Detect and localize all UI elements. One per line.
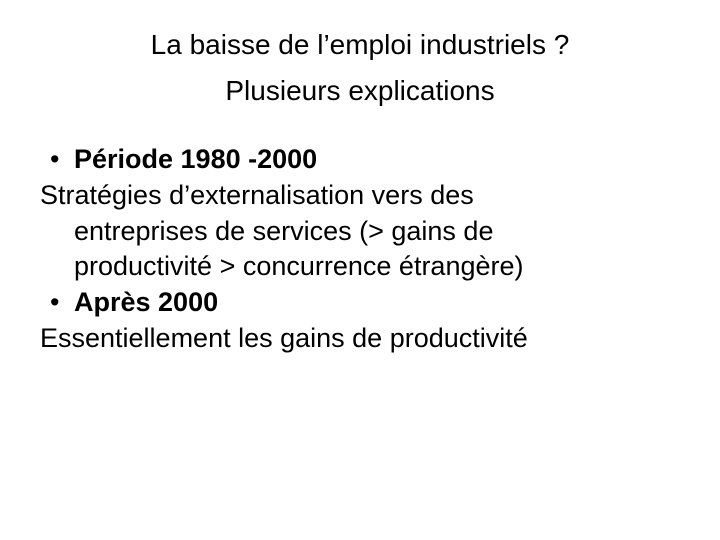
body-text-line: Stratégies d’externalisation vers des (40, 179, 680, 213)
bullet-item: • Période 1980 -2000 (40, 143, 680, 177)
body-text-line: productivité > concurrence étrangère) (40, 250, 680, 284)
bullet-item: • Après 2000 (40, 286, 680, 320)
bullet-label: Après 2000 (74, 286, 218, 320)
bullet-label: Période 1980 -2000 (74, 143, 317, 177)
bullet-marker: • (40, 143, 74, 177)
body-text-line: entreprises de services (> gains de (40, 215, 680, 249)
slide-title-line-1: La baisse de l’emploi industriels ? (40, 28, 680, 62)
slide: La baisse de l’emploi industriels ? Plus… (0, 0, 720, 540)
slide-title-line-2: Plusieurs explications (40, 74, 680, 108)
slide-body: • Période 1980 -2000 Stratégies d’extern… (40, 143, 680, 356)
body-text-line: Essentiellement les gains de productivit… (40, 322, 680, 356)
bullet-marker: • (40, 286, 74, 320)
